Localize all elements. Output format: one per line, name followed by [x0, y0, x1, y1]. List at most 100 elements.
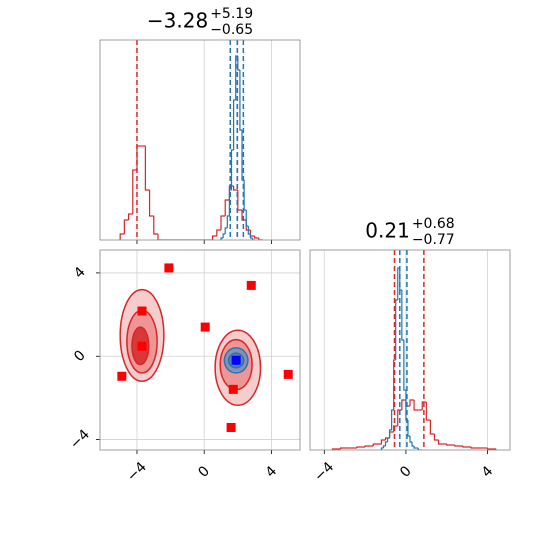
title-minus: −0.77 [412, 232, 455, 248]
histogram-step [486, 448, 497, 450]
histogram-step [417, 448, 421, 450]
histogram-step [237, 56, 240, 71]
histogram-step [224, 227, 228, 234]
histogram-step [220, 215, 226, 230]
histogram-step [393, 359, 396, 410]
histogram-step [245, 210, 249, 227]
histogram-step [446, 444, 455, 446]
panel-title: −3.28 +5.19−0.65 [147, 6, 253, 38]
histogram-step [233, 186, 238, 191]
histogram-step [386, 437, 390, 442]
histogram-step [380, 447, 384, 450]
histogram-step [239, 70, 243, 131]
panel [323, 250, 497, 450]
histogram-step [372, 443, 382, 446]
point [283, 369, 293, 379]
x-tick-label: −4 [311, 459, 337, 485]
histogram-step [258, 238, 264, 240]
x-tick-label: −4 [124, 459, 150, 485]
axes-frame [99, 39, 301, 241]
histogram-step [132, 169, 137, 214]
histogram-step [425, 402, 431, 421]
point [226, 423, 236, 432]
histogram-step [136, 145, 142, 170]
histogram-step [382, 445, 386, 448]
histogram-step [380, 439, 386, 444]
histogram-step [220, 237, 224, 240]
histogram-step [413, 400, 419, 411]
histogram-step [411, 442, 415, 447]
histogram-step [409, 399, 415, 406]
histogram-step [384, 441, 388, 446]
point [231, 355, 241, 365]
histogram-step [148, 190, 154, 217]
histogram-step [403, 340, 406, 391]
histogram-step [119, 233, 125, 240]
histogram-step [123, 219, 129, 234]
point [200, 322, 210, 332]
histogram-step [433, 434, 439, 441]
histogram-step [233, 99, 236, 150]
histogram-step [356, 446, 366, 448]
panel [119, 40, 272, 240]
histogram-step [393, 425, 398, 432]
histogram-step [409, 436, 413, 443]
histogram-step [127, 213, 133, 220]
histogram-step [249, 234, 253, 239]
x-tick-label: 0 [195, 463, 213, 481]
histogram-step [470, 447, 480, 449]
histogram-step [395, 299, 398, 360]
histogram-step [437, 440, 447, 445]
histogram-step [388, 431, 394, 438]
histogram-step [401, 290, 404, 341]
histogram-step [216, 229, 222, 236]
point [117, 371, 127, 381]
histogram-step [157, 234, 163, 240]
title-minus: −0.65 [210, 22, 253, 38]
histogram-step [407, 420, 410, 437]
point [228, 384, 238, 394]
axes-frame [99, 249, 301, 451]
histogram-step [241, 210, 247, 221]
histogram-step [421, 401, 427, 410]
y-tick-label: 4 [71, 264, 89, 282]
histogram-step [222, 233, 226, 238]
histogram-step [224, 199, 230, 216]
histogram-step [388, 429, 392, 438]
point [246, 280, 256, 290]
title-plus: +0.68 [412, 216, 455, 232]
y-tick-label: 0 [71, 347, 89, 365]
title-plus: +5.19 [210, 6, 253, 22]
histogram-step [226, 215, 230, 228]
histogram-step [401, 399, 406, 410]
histogram-step [212, 235, 217, 240]
point [164, 263, 174, 273]
histogram-step [153, 216, 158, 235]
x-tick-label: 0 [397, 463, 415, 481]
histogram-step [391, 409, 394, 430]
histogram-step [364, 445, 374, 447]
point [137, 306, 147, 316]
histogram-step [454, 445, 464, 447]
histogram-step [228, 189, 232, 216]
x-tick-label: 4 [479, 463, 497, 481]
histogram-step [251, 238, 255, 240]
axes-frame [309, 249, 511, 451]
histogram-step [340, 447, 349, 449]
panel [100, 250, 300, 450]
histogram-step [247, 226, 251, 235]
x-tick-label: 4 [263, 463, 281, 481]
y-tick-label: −4 [67, 427, 93, 453]
histogram-step [429, 420, 435, 435]
title-value: −3.28 [147, 9, 208, 33]
histogram-step [462, 446, 472, 448]
title-value: 0.21 [365, 219, 410, 243]
histogram-step [237, 190, 243, 211]
histogram-step [254, 236, 259, 239]
histogram-step [249, 230, 255, 237]
histogram-step [413, 446, 417, 449]
histogram-step [230, 149, 234, 190]
panel-title: 0.21 +0.68−0.77 [365, 216, 454, 248]
histogram-step [144, 146, 150, 191]
